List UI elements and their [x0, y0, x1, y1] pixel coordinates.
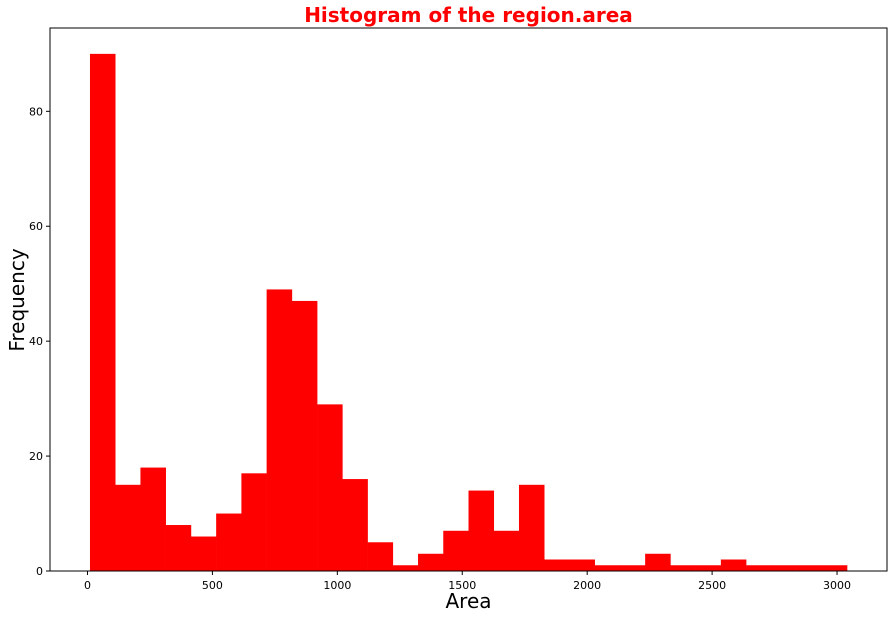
x-tick-label: 2500 — [698, 579, 726, 592]
histogram-bar — [720, 559, 747, 571]
plot-frame — [49, 27, 888, 572]
x-axis-label: Area — [445, 589, 491, 613]
histogram-bar — [392, 565, 419, 571]
histogram-bar — [443, 530, 469, 571]
x-tick-label: 3000 — [823, 579, 851, 592]
histogram-bar — [266, 289, 293, 571]
histogram-bar — [190, 536, 217, 571]
y-axis: 0 20 40 60 80 — [29, 105, 50, 578]
y-tick-label: 20 — [29, 450, 43, 463]
histogram-bar — [619, 565, 646, 571]
histogram-bar — [165, 525, 192, 571]
histogram-bar — [367, 542, 394, 571]
y-tick-label: 40 — [29, 335, 43, 348]
bars-group — [89, 53, 848, 572]
x-tick-label: 1500 — [448, 579, 476, 592]
histogram-bar — [746, 565, 772, 571]
y-tick-label: 80 — [29, 105, 43, 118]
histogram-bar — [115, 484, 141, 571]
histogram-bar — [544, 559, 570, 571]
histogram-bar — [140, 467, 166, 571]
histogram-bar — [695, 565, 722, 571]
y-axis-label: Frequency — [5, 248, 29, 351]
histogram-bar — [594, 565, 621, 571]
x-tick-label: 0 — [84, 579, 91, 592]
histogram-bar — [569, 559, 595, 571]
histogram-bar — [342, 479, 368, 571]
histogram-bar — [418, 553, 444, 571]
x-tick-label: 1000 — [323, 579, 351, 592]
histogram-bar — [518, 484, 545, 571]
histogram-bar — [645, 553, 671, 571]
x-tick-label: 2000 — [573, 579, 601, 592]
histogram-bar — [468, 490, 495, 571]
chart-title: Histogram of the region.area — [304, 3, 633, 27]
histogram-bar — [796, 565, 823, 571]
x-tick-label: 500 — [202, 579, 223, 592]
histogram-bar — [493, 530, 520, 571]
histogram-bar — [291, 300, 318, 571]
histogram-bar — [317, 404, 343, 571]
y-tick-label: 0 — [36, 565, 43, 578]
histogram-bar — [771, 565, 797, 571]
x-axis: 0 500 1000 1500 2000 2500 3000 — [84, 571, 851, 592]
histogram-bar — [241, 473, 267, 571]
histogram-bar — [89, 53, 116, 572]
histogram-bar — [216, 513, 242, 571]
histogram-bar — [670, 565, 696, 571]
y-tick-label: 60 — [29, 220, 43, 233]
histogram-bar — [821, 565, 848, 571]
